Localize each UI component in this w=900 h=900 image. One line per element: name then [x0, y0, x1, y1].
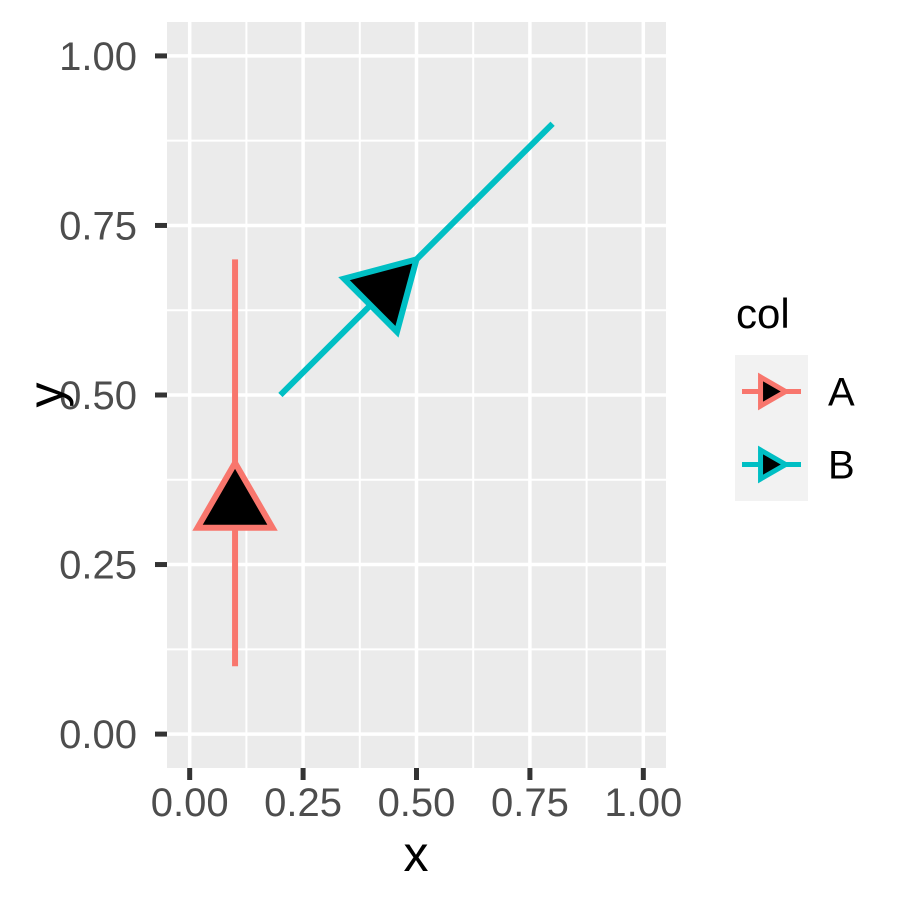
x-tick-label: 0.50: [378, 781, 456, 825]
legend-entry-label: A: [828, 371, 855, 415]
x-tick-label: 0.75: [491, 781, 569, 825]
legend-title: col: [736, 290, 790, 337]
gridlines: [167, 22, 666, 768]
y-tick-label: 0.25: [59, 544, 137, 588]
arrowhead-B: [338, 255, 421, 338]
legend: col AB: [735, 290, 855, 501]
y-tick-label: 0.50: [59, 374, 137, 418]
arrowhead-A: [192, 456, 278, 531]
legend-entry-label: B: [828, 444, 855, 488]
x-tick-label: 0.25: [264, 781, 342, 825]
x-tick-label: 1.00: [604, 781, 682, 825]
y-tick-label: 0.75: [59, 204, 137, 248]
x-tick-label: 0.00: [151, 781, 229, 825]
legend-glyph-arrowhead: [758, 445, 791, 484]
y-axis-title: y: [18, 383, 74, 408]
y-tick-label: 1.00: [59, 35, 137, 79]
y-tick-label: 0.00: [59, 713, 137, 757]
legend-keys: AB: [735, 355, 855, 501]
axes: 0.00 0.25 0.50 0.75 1.00 0.00 0.25 0.50 0.75 1.00: [59, 35, 682, 825]
x-axis-title: x: [404, 826, 429, 882]
data-marks: [192, 121, 555, 667]
legend-glyph-arrowhead: [758, 372, 791, 411]
